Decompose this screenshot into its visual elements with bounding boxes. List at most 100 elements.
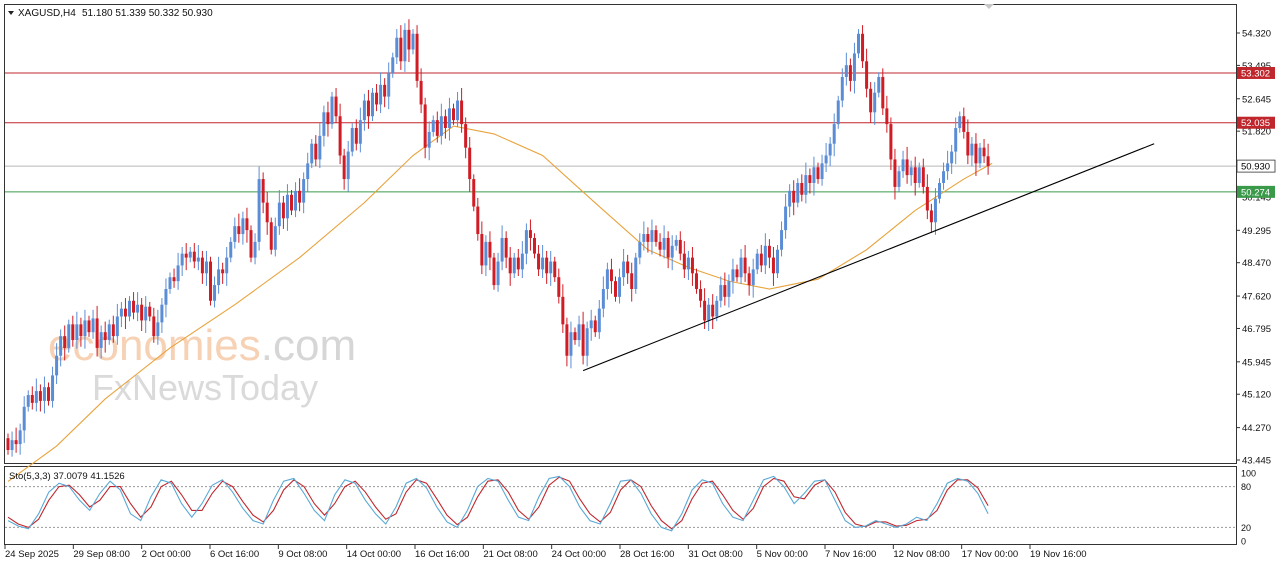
- candle-body: [439, 116, 443, 136]
- candle-body: [695, 273, 698, 290]
- candle-body: [824, 155, 828, 164]
- x-tick-label: 21 Oct 08:00: [483, 549, 537, 560]
- candle-body: [771, 257, 775, 274]
- x-tick-label: 24 Oct 00:00: [552, 549, 606, 560]
- indicator-plot-frame[interactable]: [4, 466, 1237, 545]
- x-tick-label: 24 Sep 2025: [5, 549, 59, 560]
- candle-body: [678, 239, 682, 254]
- candle-body: [776, 249, 779, 274]
- candle-body: [950, 151, 954, 164]
- candle-body: [269, 222, 273, 250]
- candle-body: [136, 304, 140, 313]
- candle-body: [723, 285, 727, 297]
- y-tick-label: 50.145: [1242, 192, 1271, 203]
- candle-body: [873, 92, 877, 113]
- candle-body: [747, 273, 751, 286]
- candle-body: [767, 245, 771, 258]
- candle-body: [662, 237, 666, 250]
- candle-body: [804, 175, 808, 195]
- candle-body: [796, 182, 800, 203]
- candle-body: [933, 198, 937, 223]
- candle-body: [609, 269, 613, 282]
- candle-body: [196, 257, 200, 262]
- candle-body: [913, 167, 917, 183]
- candle-body: [164, 289, 168, 305]
- candle-body: [865, 61, 869, 89]
- candle-body: [184, 253, 188, 258]
- scroll-marker-icon[interactable]: [984, 4, 994, 9]
- candle-body: [59, 336, 63, 356]
- x-tick-label: 2 Oct 00:00: [142, 549, 191, 560]
- candle-body: [103, 332, 107, 341]
- candle-body: [488, 241, 492, 258]
- candle-body: [520, 253, 524, 270]
- chevron-down-icon[interactable]: [8, 11, 14, 15]
- candle-body: [828, 143, 832, 156]
- candle-body: [674, 239, 678, 246]
- candle-body: [395, 37, 399, 58]
- x-tick-label: 12 Nov 08:00: [893, 549, 950, 560]
- candle-body: [528, 230, 532, 238]
- candle-body: [925, 186, 929, 211]
- candle-body: [832, 124, 836, 144]
- stoch-tick-label: 80: [1241, 482, 1251, 492]
- candle-body: [897, 171, 901, 187]
- candle-body: [942, 171, 946, 183]
- candle-body: [626, 261, 630, 274]
- support-trendline[interactable]: [582, 143, 1155, 372]
- candle-body: [55, 355, 59, 376]
- candle-body: [512, 257, 516, 274]
- y-tick-label: 45.945: [1242, 357, 1271, 368]
- trendline[interactable]: [582, 143, 1155, 372]
- candle-body: [18, 430, 22, 445]
- candle-body: [921, 167, 925, 187]
- candle-body: [589, 320, 593, 329]
- candle-body: [581, 324, 585, 356]
- candle-body: [431, 120, 435, 132]
- candle-body: [22, 406, 26, 431]
- candle-body: [982, 147, 986, 157]
- current-price-label: 50.930: [1241, 162, 1270, 173]
- symbol-title: XAGUSD,H4: [18, 8, 76, 19]
- candle-body: [330, 96, 334, 125]
- candle-body: [784, 206, 788, 231]
- x-tick-label: 9 Oct 08:00: [278, 549, 327, 560]
- resistance-price-label: 53.302: [1241, 68, 1270, 79]
- candle-body: [751, 269, 755, 286]
- candle-body: [622, 261, 626, 278]
- candle-body: [715, 300, 719, 317]
- candle-body: [682, 253, 686, 270]
- y-tick-label: 48.470: [1242, 258, 1271, 269]
- candle-body: [99, 332, 103, 348]
- candle-body: [573, 332, 577, 341]
- candle-body: [905, 159, 909, 176]
- candle-body: [780, 230, 784, 250]
- y-tick-label: 43.445: [1242, 456, 1271, 467]
- candle-body: [221, 269, 225, 274]
- candle-body: [71, 324, 75, 341]
- candle-body: [310, 143, 314, 164]
- candle-body: [63, 336, 67, 348]
- watermark-line2: FxNewsToday: [92, 367, 318, 408]
- candle-body: [492, 257, 496, 286]
- candle-body: [47, 387, 50, 401]
- candle-body: [468, 147, 472, 180]
- time-axis: 24 Sep 2025 29 Sep 08:00 2 Oct 00:00 6 Oct …: [4, 545, 1087, 560]
- candle-body: [156, 322, 160, 337]
- resistance-price-tag: [1237, 66, 1275, 79]
- candle-body: [561, 296, 565, 325]
- candle-body: [966, 131, 970, 156]
- candle-body: [634, 257, 638, 290]
- x-tick-label: 17 Nov 00:00: [962, 549, 1019, 560]
- candle-body: [140, 304, 144, 321]
- candle-body: [557, 277, 561, 297]
- main-plot-frame[interactable]: [4, 4, 1237, 464]
- candle-body: [30, 395, 34, 403]
- candle-body: [294, 190, 298, 211]
- candle-body: [34, 391, 38, 403]
- candle-body: [261, 179, 265, 203]
- candle-body: [658, 241, 662, 250]
- y-tick-label: 49.295: [1242, 226, 1271, 237]
- candle-body: [281, 202, 285, 219]
